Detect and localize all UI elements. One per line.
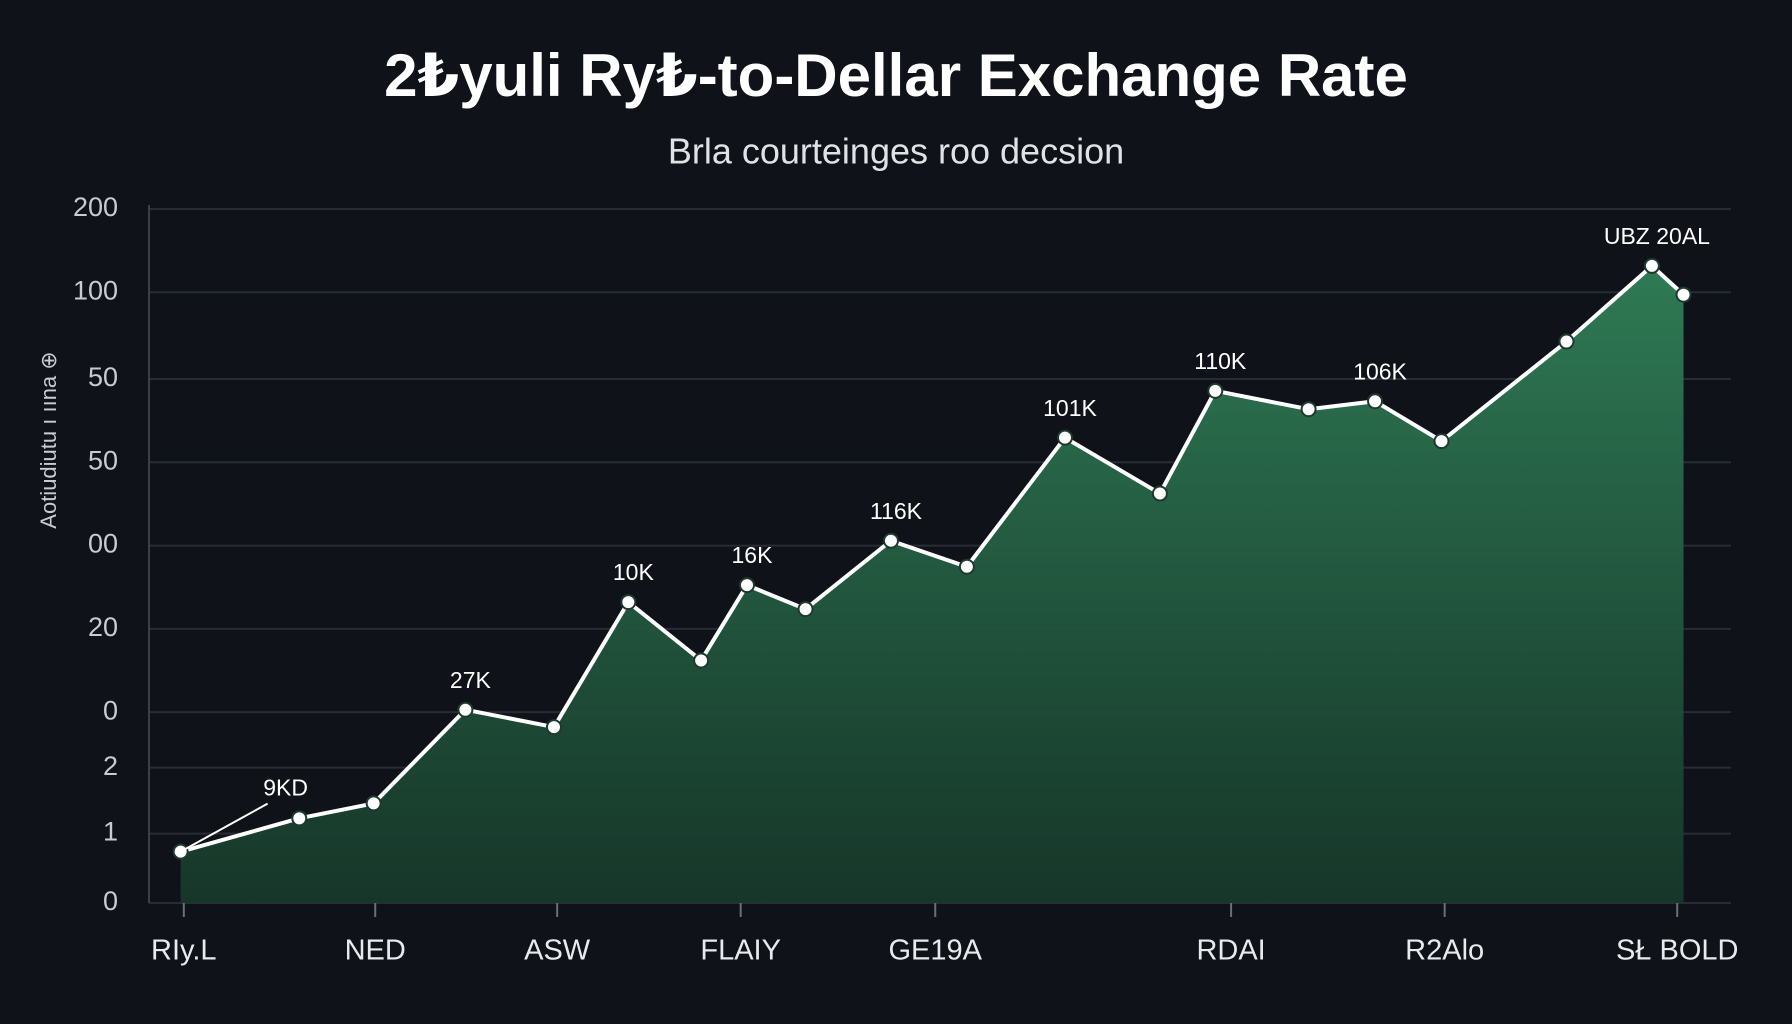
- y-tick-label: 20: [88, 612, 118, 642]
- annotation: 110K: [1194, 348, 1247, 374]
- x-tick-label: RIy.L: [151, 935, 217, 967]
- y-tick-label: 1: [103, 817, 118, 847]
- x-tick-label: GE19A: [889, 935, 983, 967]
- point: [1558, 333, 1575, 350]
- y-axis-label: Aotiudiutu ı ıına ⊕: [36, 351, 61, 528]
- y-tick-label: 00: [88, 529, 118, 559]
- point: [1367, 393, 1384, 410]
- chart-title: 2₺yuli Ry₺-to-Dellar Exchange Rate: [384, 42, 1408, 109]
- point: [545, 719, 562, 736]
- point: [797, 601, 814, 618]
- point: [738, 577, 755, 594]
- annotation-leader: [180, 802, 269, 853]
- point: [1433, 433, 1450, 450]
- point: [1151, 485, 1168, 502]
- point: [1056, 429, 1073, 446]
- point: [1675, 286, 1692, 303]
- y-tick-label: 100: [73, 275, 118, 305]
- point: [693, 652, 710, 669]
- x-tick-label: RDAI: [1196, 935, 1265, 967]
- point: [365, 795, 382, 812]
- annotation: 101K: [1043, 395, 1097, 421]
- annotation: UBZ 20AL: [1604, 223, 1710, 249]
- annotation: 116K: [870, 498, 923, 524]
- annotation: 106K: [1353, 358, 1407, 384]
- y-tick-label: 0: [103, 886, 118, 916]
- point: [1300, 401, 1317, 418]
- y-tick-label: 50: [88, 362, 118, 392]
- y-tick-label: 200: [73, 192, 118, 222]
- annotation: 9KD: [263, 775, 308, 801]
- x-tick-label: ASW: [524, 935, 591, 967]
- point: [457, 701, 474, 718]
- y-tick-label: 0: [103, 695, 118, 725]
- y-tick-label: 50: [88, 445, 118, 475]
- x-tick-label: SŁ BOLD: [1616, 935, 1739, 967]
- point: [291, 810, 308, 827]
- y-tick-label: 2: [103, 751, 118, 781]
- point: [1207, 382, 1224, 399]
- point: [882, 532, 899, 549]
- x-tick-label: NED: [345, 935, 406, 967]
- x-tick-label: FLAIY: [700, 935, 781, 967]
- point: [958, 558, 975, 575]
- annotation: 27K: [450, 667, 492, 693]
- annotation: 10K: [613, 559, 655, 585]
- chart-subtitle: Brla courteinges roo decsion: [668, 131, 1124, 172]
- line: [180, 263, 1685, 854]
- x-tick-label: R2Alo: [1405, 935, 1484, 967]
- point: [620, 594, 637, 611]
- annotation: 16K: [732, 542, 774, 568]
- point: [1643, 257, 1660, 274]
- area: [180, 265, 1684, 904]
